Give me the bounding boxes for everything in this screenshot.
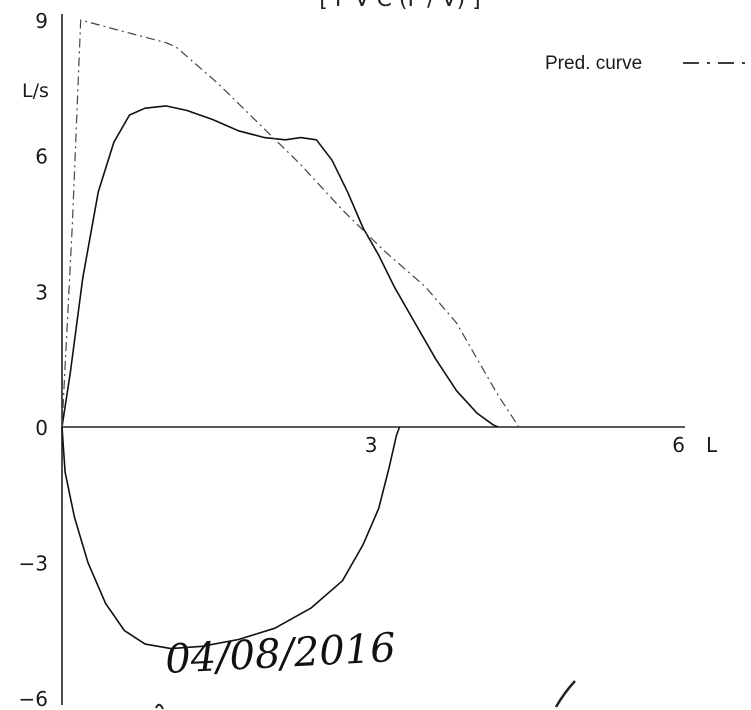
measured-inspiratory-curve [61,426,401,650]
measured-expiratory-curve [61,105,499,428]
handwritten-date: 04/08/2016 [164,625,397,683]
y-tick-label: 9 [35,9,48,33]
legend: Pred. curve [545,53,751,74]
y-tick-label: −3 [19,552,48,576]
legend-label: Pred. curve [545,53,642,74]
y-tick-label: −6 [19,687,48,710]
x-axis-unit-label: L [706,433,718,457]
curves-layer [61,19,520,650]
handwritten-stroke-right [554,680,576,708]
handwritten-scribble-left [155,703,164,710]
y-tick-label: 0 [35,416,48,440]
y-tick-label: 3 [35,280,48,304]
chart-title: [ F V C (F / V) ] [319,0,480,12]
y-tick-label: 6 [35,145,48,169]
x-tick-label: 6 [672,433,685,457]
x-tick-label: 3 [365,433,378,457]
predicted-curve [61,19,520,428]
handwritten-marks [155,680,576,710]
y-axis-unit-label: L/s [22,80,49,102]
y-tick-labels: 9 6 3 0 −3 −6 [19,9,48,710]
